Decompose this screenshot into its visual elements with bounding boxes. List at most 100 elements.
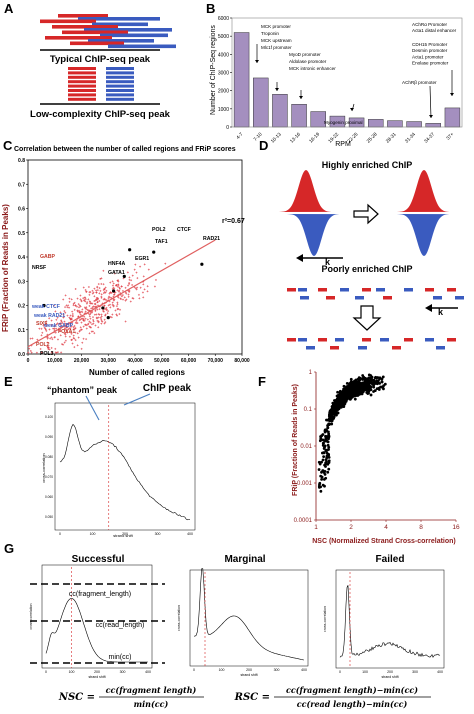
panel-c-fit-line — [27, 239, 216, 348]
panel-c-r2: r²=0.67 — [222, 218, 245, 225]
data-point — [327, 461, 331, 464]
poor-read — [287, 288, 296, 292]
data-point — [342, 405, 346, 409]
annotation-0: MCK promoter Troponin MCK upstream Mlc1f pr… — [261, 24, 292, 50]
y-tick-label: 0.100 — [45, 415, 53, 419]
typical-peak-reads — [40, 14, 176, 49]
data-point — [333, 408, 337, 412]
poor-read — [404, 288, 413, 292]
data-point — [372, 382, 376, 386]
x-tick-label: 400 — [187, 532, 193, 536]
reverse-read — [106, 67, 134, 70]
reverse-read — [108, 44, 176, 49]
y-tick-label: 0.0 — [18, 352, 25, 358]
reverse-read — [106, 93, 134, 97]
data-point — [372, 385, 376, 389]
panel-e-frame — [54, 402, 196, 531]
data-point — [369, 393, 373, 397]
y-tick-label: 3000 — [218, 71, 229, 77]
data-point — [329, 413, 333, 417]
x-tick-label: 4 — [384, 524, 388, 531]
label-POL3: POL3 — [40, 351, 54, 357]
x-tick-label: 100 — [69, 670, 75, 674]
poor-read — [298, 338, 307, 342]
data-point — [336, 390, 339, 394]
poor-read — [436, 346, 445, 350]
reverse-read — [106, 89, 134, 92]
data-point — [367, 376, 371, 380]
forward-read — [70, 41, 124, 46]
data-point — [324, 448, 328, 452]
poor-read — [318, 338, 327, 342]
annotation-arrow — [429, 85, 432, 119]
data-point — [321, 438, 325, 442]
data-point — [372, 380, 376, 383]
typical-peak-label: Typical ChIP-seq peak — [50, 54, 151, 65]
data-point — [327, 467, 331, 471]
data-point — [317, 460, 321, 464]
phantom-peak-label: “phantom” peak — [47, 385, 118, 395]
data-point — [326, 470, 330, 474]
data-point — [331, 411, 335, 414]
annotation-arrowhead — [255, 60, 259, 63]
x-tick-label: 200 — [94, 670, 100, 674]
x-tick-label: 300 — [412, 670, 418, 674]
x-tick-label: 100 — [219, 668, 225, 672]
annotation-line: Enolase promoter — [412, 61, 449, 66]
data-point — [374, 375, 378, 379]
annotation-line: Acta1 promoter — [412, 54, 444, 59]
data-point — [346, 388, 350, 392]
data-point — [341, 391, 345, 395]
poor-reads — [287, 288, 464, 350]
annotation-1: MyoD promoter Aldolase promoter MCK intron… — [289, 52, 336, 71]
highly-enriched-label: Highly enriched ChIP — [322, 160, 413, 170]
annotation-2: Myogenin proximal — [324, 120, 363, 125]
data-point — [367, 382, 371, 386]
y-tick-label: 1 — [309, 370, 313, 376]
poor-read — [318, 288, 327, 292]
bar-4-7 — [233, 32, 250, 128]
panel-c-labels: RAD21 POL2 CTCF TAF1 EGR1 HNF4A GATA1 NRSF POL3 G… — [31, 227, 220, 357]
y-tick-label: 4000 — [218, 52, 229, 58]
reverse-read — [106, 75, 134, 79]
poor-read — [306, 346, 315, 350]
y-tick-label: 0.050 — [45, 515, 53, 519]
annotation-arrowhead — [450, 93, 454, 96]
x-tick-label: 28-31 — [385, 131, 398, 144]
y-tick-label: 6000 — [218, 16, 229, 22]
panel-b: 0 1000 2000 3000 4000 5000 6000 4-7 7-10 10-13 13-… — [210, 16, 463, 148]
x-tick-label: 40,000 — [127, 358, 143, 364]
bar-7-10 — [253, 77, 269, 128]
x-tick-label: 34-37 — [423, 131, 436, 144]
annotation-line: AChRα Promoter — [412, 22, 448, 27]
data-point — [336, 411, 340, 415]
y-tick-label: 0 — [226, 125, 229, 131]
annotation-line: MCK promoter — [261, 24, 291, 29]
forward-peak-left — [279, 170, 333, 212]
data-point — [321, 433, 325, 436]
bar-28-31 — [387, 120, 403, 128]
x-tick-label: 300 — [274, 668, 280, 672]
annotation-line: MCK upstream — [261, 38, 292, 43]
annotation-3: AChRβ promoter — [402, 80, 437, 85]
bar-34-37 — [425, 123, 441, 128]
annotation-5: CDH15 Promoter Desmin promoter Acta1 promo… — [412, 42, 449, 66]
x-axis-label: strand shift — [240, 673, 257, 677]
cc-read-label: cc(read_length) — [96, 622, 145, 629]
poor-read — [447, 338, 456, 342]
marginal-title: Marginal — [224, 554, 265, 565]
x-tick-label: 400 — [301, 668, 307, 672]
failed-title: Failed — [376, 554, 405, 565]
y-tick-label: 0.1 — [18, 328, 25, 334]
x-tick-label: 100 — [362, 670, 368, 674]
successful-plot-curve — [45, 598, 148, 663]
y-axis-label: cross-correlation — [177, 605, 181, 631]
y-axis-label: cross-correlation — [323, 606, 327, 632]
x-tick-label: 0 — [27, 358, 30, 364]
reverse-read — [106, 80, 134, 84]
data-point — [341, 398, 345, 402]
x-axis-label: strand shift — [88, 675, 105, 679]
data-point — [320, 477, 324, 481]
x-tick-label: 300 — [120, 670, 126, 674]
